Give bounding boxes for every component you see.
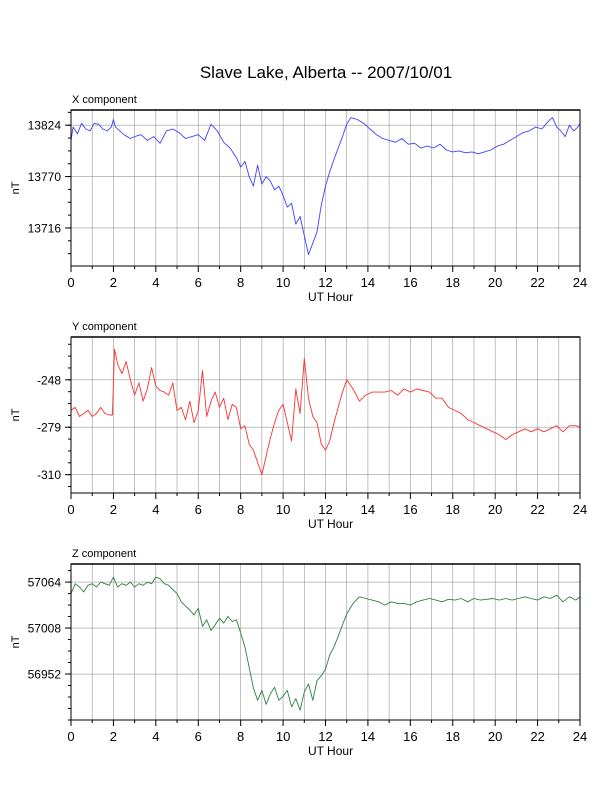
y-component-x-tick-label: 22	[530, 502, 544, 517]
x-component-label: X component	[72, 94, 137, 106]
y-component-x-tick-label: 14	[361, 502, 375, 517]
x-component-x-tick-label: 10	[276, 275, 290, 290]
y-component-x-tick-label: 2	[110, 502, 117, 517]
z-component-x-tick-label: 22	[530, 729, 544, 744]
y-component-series-line	[70, 348, 581, 476]
z-component-x-tick-label: 8	[237, 729, 244, 744]
y-component-label: Y component	[72, 321, 137, 333]
z-component-y-tick-label: 56952	[28, 668, 62, 682]
x-component-x-tick-label: 6	[195, 275, 202, 290]
z-component-x-tick-label: 16	[403, 729, 417, 744]
z-component-x-tick-label: 2	[110, 729, 117, 744]
x-component-x-tick-label: 14	[361, 275, 375, 290]
x-component-y-tick-label: 13824	[28, 119, 62, 133]
z-component-y-tick-label: 57064	[28, 576, 62, 590]
x-component-x-tick-label: 0	[67, 275, 74, 290]
x-component-series-line	[70, 117, 581, 256]
y-component-x-tick-label: 12	[318, 502, 332, 517]
y-component-x-tick-label: 20	[488, 502, 502, 517]
y-component-y-tick-label: -279	[37, 421, 61, 435]
x-component-x-tick-label: 18	[446, 275, 460, 290]
y-component-x-tick-label: 24	[573, 502, 587, 517]
x-component-x-tick-label: 16	[403, 275, 417, 290]
y-component-x-tick-label: 16	[403, 502, 417, 517]
z-component-x-tick-label: 4	[152, 729, 159, 744]
x-component-x-tick-label: 24	[573, 275, 587, 290]
y-component-x-tick-label: 4	[152, 502, 159, 517]
figure-title: Slave Lake, Alberta -- 2007/10/01	[200, 63, 452, 82]
z-component-x-tick-label: 12	[318, 729, 332, 744]
x-component-x-tick-label: 2	[110, 275, 117, 290]
x-component-y-tick-label: 13716	[28, 221, 62, 235]
y-component-x-tick-label: 8	[237, 502, 244, 517]
x-component-y-axis-label: nT	[10, 181, 22, 194]
x-component-x-axis-label: UT Hour	[308, 290, 353, 304]
x-component-x-tick-label: 4	[152, 275, 159, 290]
z-component-label: Z component	[72, 548, 136, 560]
y-component-x-tick-label: 18	[446, 502, 460, 517]
y-component-x-axis-label: UT Hour	[308, 517, 353, 531]
z-component-x-tick-label: 18	[446, 729, 460, 744]
x-component-x-tick-label: 12	[318, 275, 332, 290]
y-component-y-tick-label: -310	[37, 468, 61, 482]
z-component-x-tick-label: 20	[488, 729, 502, 744]
z-component-x-tick-label: 24	[573, 729, 587, 744]
z-component-x-axis-label: UT Hour	[308, 744, 353, 758]
y-component-y-axis-label: nT	[10, 408, 22, 421]
y-component-x-tick-label: 0	[67, 502, 74, 517]
z-component-series-line	[70, 576, 581, 711]
z-component-y-tick-label: 57008	[28, 622, 62, 636]
z-component-x-tick-label: 0	[67, 729, 74, 744]
z-component-x-tick-label: 6	[195, 729, 202, 744]
z-component-x-tick-label: 10	[276, 729, 290, 744]
z-component-x-tick-label: 14	[361, 729, 375, 744]
x-component-x-tick-label: 20	[488, 275, 502, 290]
y-component-y-tick-label: -248	[37, 373, 61, 387]
x-component-y-tick-label: 13770	[28, 170, 62, 184]
y-component-x-tick-label: 10	[276, 502, 290, 517]
z-component-y-axis-label: nT	[10, 635, 22, 648]
y-component-x-tick-label: 6	[195, 502, 202, 517]
x-component-x-tick-label: 22	[530, 275, 544, 290]
x-component-x-tick-label: 8	[237, 275, 244, 290]
